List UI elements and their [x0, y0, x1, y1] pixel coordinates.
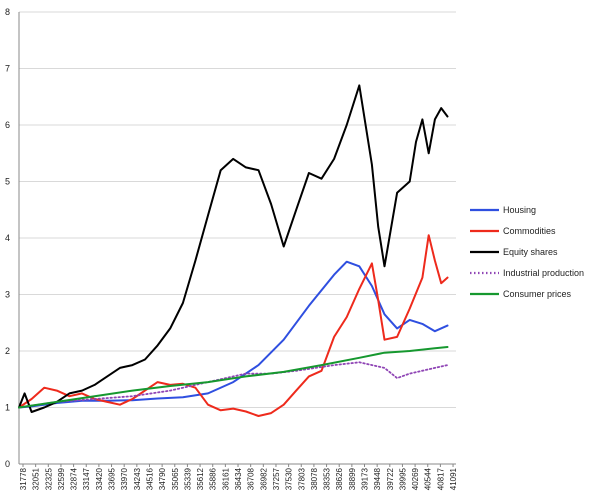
grid-lines — [19, 11, 456, 465]
legend-label: Industrial production — [503, 268, 584, 278]
series-line-consumer-prices — [18, 346, 449, 409]
x-tick-label: 38353 — [323, 467, 332, 490]
y-tick-label: 4 — [5, 233, 10, 243]
x-tick-label: 38078 — [310, 467, 319, 490]
x-tick-label: 32874 — [70, 467, 79, 490]
x-tick-label: 34516 — [145, 467, 154, 490]
x-tick-label: 40817 — [436, 467, 445, 490]
y-tick-label: 8 — [5, 7, 10, 17]
y-tick-label: 2 — [5, 346, 10, 356]
x-tick-label: 37530 — [285, 467, 294, 490]
x-tick-label: 39722 — [386, 467, 395, 490]
legend: Housing Commodities Equity shares Industria… — [470, 205, 584, 299]
x-tick-label: 36708 — [247, 467, 256, 490]
y-tick-label: 6 — [5, 120, 10, 130]
x-tick-label: 33420 — [95, 467, 104, 490]
x-axis: 31778 32051 32325 32599 32874 33147 33420 33695… — [19, 463, 458, 490]
x-tick-label: 35339 — [183, 467, 192, 490]
plot-area — [18, 84, 449, 417]
legend-label: Consumer prices — [503, 289, 572, 299]
legend-label: Commodities — [503, 226, 556, 236]
series-line-industrial-production — [18, 361, 449, 409]
x-tick-label: 35612 — [196, 467, 205, 490]
x-tick-label: 37803 — [297, 467, 306, 490]
y-tick-label: 1 — [5, 403, 10, 413]
x-tick-label: 36434 — [234, 467, 243, 490]
x-tick-label: 37257 — [272, 467, 281, 490]
x-tick-label: 38626 — [335, 467, 344, 490]
x-tick-label: 35886 — [209, 467, 218, 490]
x-tick-label: 34243 — [133, 467, 142, 490]
x-tick-label: 33970 — [120, 467, 129, 490]
y-tick-label: 7 — [5, 64, 10, 74]
x-tick-label: 39173 — [361, 467, 370, 490]
x-tick-label: 38899 — [348, 467, 357, 490]
legend-label: Housing — [503, 205, 536, 215]
x-tick-label: 36161 — [221, 467, 230, 490]
x-tick-label: 33147 — [82, 467, 91, 490]
series-line-equity-shares — [18, 84, 449, 413]
x-tick-label: 32325 — [44, 467, 53, 490]
x-tick-label: 35065 — [171, 467, 180, 490]
legend-label: Equity shares — [503, 247, 558, 257]
x-tick-label: 39448 — [373, 467, 382, 490]
x-tick-label: 36982 — [259, 467, 268, 490]
y-tick-label: 0 — [5, 459, 10, 469]
x-tick-label: 39995 — [398, 467, 407, 490]
x-tick-label: 40544 — [424, 467, 433, 490]
x-tick-label: 31778 — [19, 467, 28, 490]
x-tick-label: 41091 — [449, 467, 458, 490]
x-tick-label: 32051 — [32, 467, 41, 490]
y-tick-label: 3 — [5, 290, 10, 300]
x-tick-label: 33695 — [108, 467, 117, 490]
y-tick-label: 5 — [5, 177, 10, 187]
y-axis: 0 1 2 3 4 5 6 7 8 — [5, 7, 20, 469]
x-tick-label: 32599 — [57, 467, 66, 490]
x-tick-label: 40269 — [411, 467, 420, 490]
series-line-commodities — [18, 234, 449, 417]
x-tick-label: 34790 — [158, 467, 167, 490]
